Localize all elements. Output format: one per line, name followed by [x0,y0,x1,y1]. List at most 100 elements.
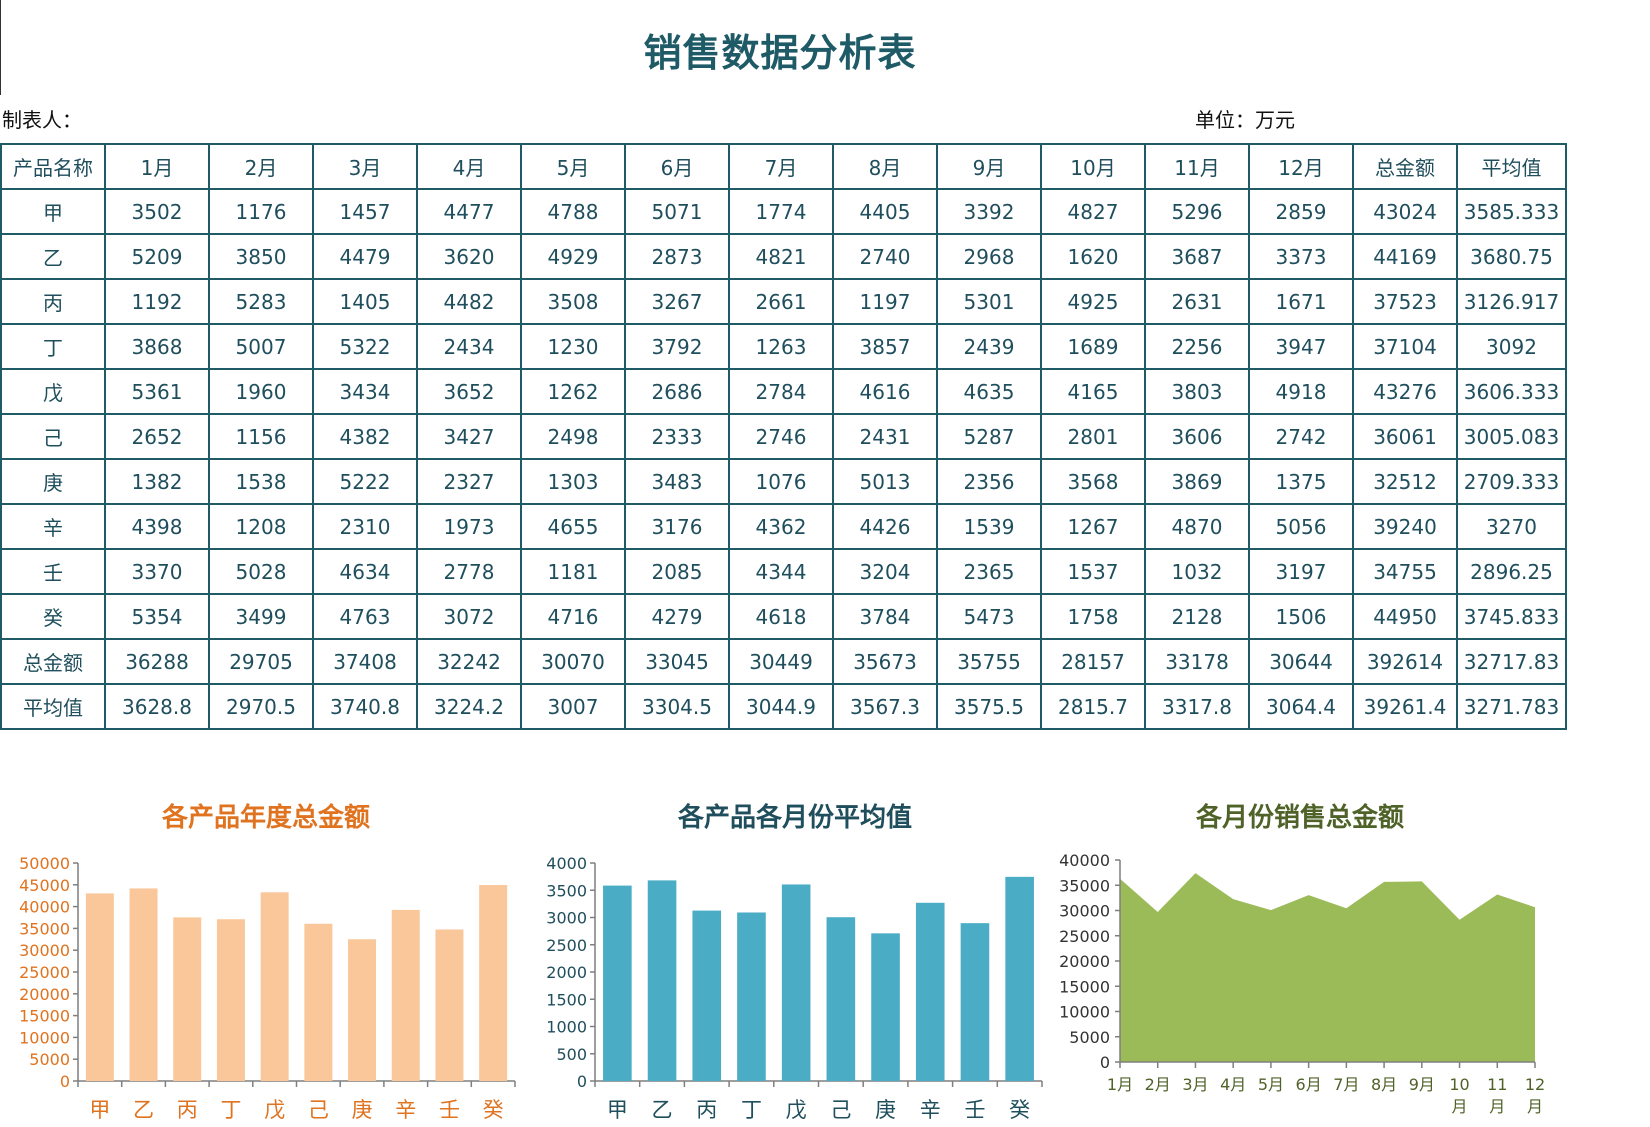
table-cell: 3628.8 [104,683,210,730]
table-cell: 4279 [624,593,730,640]
y-tick-label: 3000 [546,909,587,928]
table-header-cell: 10月 [1040,143,1146,190]
y-tick-label: 4000 [546,854,587,873]
table-cell: 3267 [624,278,730,325]
table-cell: 2740 [832,233,938,280]
table-cell: 3868 [104,323,210,370]
chart-title-product-annual-total: 各产品年度总金额 [161,803,370,833]
table-cell: 30449 [728,638,834,685]
y-tick-label: 0 [577,1072,587,1091]
table-cell: 1537 [1040,548,1146,595]
table-cell: 4362 [728,503,834,550]
row-label-cell: 壬 [0,548,106,595]
preparer-label: 制表人： [2,108,82,132]
table-cell: 5222 [312,458,418,505]
bar [871,933,900,1081]
x-tick-label: 1月 [1107,1075,1133,1094]
unit-label: 单位：万元 [1195,108,1295,132]
table-cell: 1263 [728,323,834,370]
table-cell: 3005.083 [1456,413,1567,460]
table-cell: 3092 [1456,323,1567,370]
table-cell: 2498 [520,413,626,460]
table-cell: 2970.5 [208,683,314,730]
table-cell: 392614 [1352,638,1458,685]
table-header-cell: 2月 [208,143,314,190]
x-tick-label: 癸 [1009,1098,1030,1122]
table-cell: 3392 [936,188,1042,235]
y-tick-label: 40000 [1059,851,1110,870]
y-tick-label: 0 [1100,1053,1110,1072]
table-cell: 32717.83 [1456,638,1567,685]
table-cell: 2085 [624,548,730,595]
table-cell: 1156 [208,413,314,460]
bar-chart-product-monthly-average: 0 500 1000 1500 2000 2500 3000 3500 4000 甲乙丙丁戊己庚辛… [546,854,1043,1122]
table-cell: 1197 [832,278,938,325]
row-label-cell: 庚 [0,458,106,505]
table-cell: 35673 [832,638,938,685]
table-cell: 1303 [520,458,626,505]
table-cell: 3792 [624,323,730,370]
chart-title-monthly-sales-total: 各月份销售总金额 [1195,803,1404,833]
table-cell: 4479 [312,233,418,280]
table-cell: 4821 [728,233,834,280]
table-header-cell: 产品名称 [0,143,106,190]
table-cell: 3740.8 [312,683,418,730]
table-cell: 3567.3 [832,683,938,730]
table-cell: 1960 [208,368,314,415]
table-cell: 37523 [1352,278,1458,325]
table-cell: 3499 [208,593,314,640]
y-tick-label: 0 [60,1072,70,1091]
table-cell: 2631 [1144,278,1250,325]
table-cell: 3176 [624,503,730,550]
table-cell: 4925 [1040,278,1146,325]
table-cell: 2333 [624,413,730,460]
table-header-cell: 8月 [832,143,938,190]
table-cell: 3072 [416,593,522,640]
table-cell: 36061 [1352,413,1458,460]
table-cell: 28157 [1040,638,1146,685]
table-row: 甲 3502 1176 1457 4477 4788 5071 1774 4405 3392 482… [0,188,1567,235]
y-tick-label: 5000 [1069,1028,1110,1047]
table-cell: 43276 [1352,368,1458,415]
table-cell: 1176 [208,188,314,235]
row-label-cell: 乙 [0,233,106,280]
table-cell: 4635 [936,368,1042,415]
table-cell: 3224.2 [416,683,522,730]
x-tick-label: 壬 [439,1098,460,1122]
table-cell: 3803 [1144,368,1250,415]
y-tick-label: 500 [556,1045,587,1064]
table-cell: 1192 [104,278,210,325]
bar [1005,876,1034,1081]
bar [85,893,114,1081]
table-cell: 3585.333 [1456,188,1567,235]
table-cell: 3044.9 [728,683,834,730]
bar [479,885,508,1081]
table-cell: 5007 [208,323,314,370]
area-series [1120,873,1535,1062]
x-tick-label: 丁 [220,1098,241,1122]
y-tick-label: 40000 [19,898,70,917]
table-header-cell: 4月 [416,143,522,190]
table-cell: 2815.7 [1040,683,1146,730]
table-cell: 5071 [624,188,730,235]
table-cell: 5354 [104,593,210,640]
table-cell: 2742 [1248,413,1354,460]
y-tick-label: 1000 [546,1018,587,1037]
table-header-cell: 3月 [312,143,418,190]
table-cell: 1689 [1040,323,1146,370]
y-tick-label: 30000 [19,941,70,960]
table-cell: 1774 [728,188,834,235]
table-header-cell: 平均值 [1456,143,1567,190]
table-cell: 3204 [832,548,938,595]
x-tick-label: 丁 [741,1098,762,1122]
table-cell: 4655 [520,503,626,550]
table-cell: 2431 [832,413,938,460]
table-cell: 3869 [1144,458,1250,505]
table-cell: 5301 [936,278,1042,325]
table-cell: 3126.917 [1456,278,1567,325]
chart-title-product-monthly-average: 各产品各月份平均值 [677,803,912,833]
table-cell: 3620 [416,233,522,280]
table-cell: 4634 [312,548,418,595]
table-cell: 4382 [312,413,418,460]
table-cell: 32512 [1352,458,1458,505]
